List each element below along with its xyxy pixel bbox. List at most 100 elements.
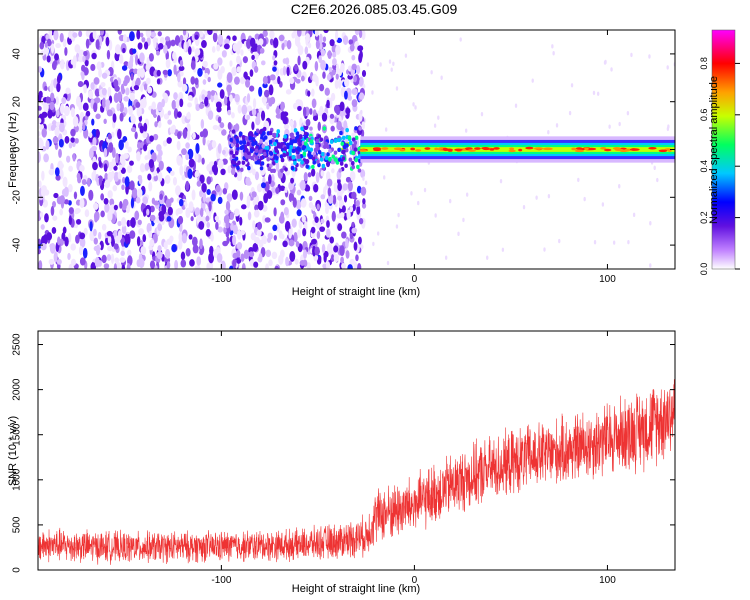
heatmap-cell (74, 209, 80, 215)
heatmap-cell (320, 48, 326, 57)
heatmap-cell (130, 217, 136, 229)
heatmap-cell (251, 142, 255, 147)
heatmap-cell (291, 155, 296, 160)
heatmap-cell (358, 236, 362, 245)
heatmap-cell (40, 50, 46, 56)
heatmap-cell (166, 238, 173, 245)
heatmap-cell (236, 258, 242, 264)
heatmap-cell (244, 136, 249, 141)
heatmap-cell (143, 83, 148, 91)
heatmap-cell (119, 257, 126, 263)
heatmap-cell (185, 142, 190, 149)
heatmap-cell (187, 46, 192, 55)
heatmap-cell (156, 50, 160, 56)
heatmap-cell (306, 146, 311, 151)
heatmap-cell (328, 156, 332, 162)
heatmap-cell (48, 258, 55, 265)
heatmap-cell (275, 187, 280, 195)
heatmap-cell (340, 256, 344, 264)
heatmap-cell (254, 204, 259, 211)
carrier-peak (442, 147, 448, 151)
heatmap-cell (329, 39, 335, 47)
heatmap-cell (320, 59, 327, 71)
heatmap-cell (223, 43, 230, 50)
heatmap-cell (143, 122, 148, 133)
heatmap-cell (212, 32, 218, 43)
heatmap-cell (351, 54, 356, 61)
heatmap-cell (144, 162, 150, 171)
heatmap-cell (111, 158, 116, 167)
heatmap-cell (302, 144, 307, 150)
heatmap-cell (351, 137, 356, 142)
heatmap-cell (92, 202, 99, 210)
heatmap-cell (68, 215, 72, 225)
heatmap-cell (90, 262, 97, 269)
heatmap-cell (353, 147, 358, 152)
heatmap-cell (38, 105, 42, 112)
heatmap-cell (74, 44, 81, 53)
heatmap-cell (273, 234, 277, 241)
heatmap-cell (223, 95, 228, 106)
heatmap-cell (169, 125, 176, 135)
heatmap-cell (547, 130, 550, 135)
heatmap-cell (315, 39, 320, 50)
heatmap-cell (70, 59, 75, 65)
heatmap-cell (225, 231, 230, 238)
heatmap-cell (138, 257, 145, 269)
heatmap-cell (38, 248, 42, 255)
heatmap-cell (146, 208, 150, 216)
heatmap-cell (265, 249, 272, 258)
heatmap-cell (302, 227, 307, 237)
heatmap-cell (120, 83, 125, 93)
heatmap-cell (362, 198, 366, 205)
heatmap-cell (289, 144, 294, 150)
heatmap-cell (176, 140, 181, 151)
heatmap-cell (359, 78, 364, 87)
heatmap-cell (104, 202, 110, 213)
heatmap-cell (311, 156, 316, 161)
heatmap-cell (344, 78, 350, 88)
colorbar: 0.0 0.2 0.4 0.6 0.8 Normalized spectral ampl… (699, 29, 740, 275)
heatmap-cell (349, 258, 355, 266)
heatmap-cell (311, 164, 315, 170)
heatmap-cell (118, 54, 124, 64)
heatmap-cell (319, 137, 324, 142)
heatmap-cell (182, 30, 187, 36)
heatmap-cell (364, 180, 368, 186)
heatmap-cell (91, 145, 98, 152)
heatmap-cell (148, 52, 154, 62)
colorbar-tick-label: 0.2 (699, 211, 709, 224)
heatmap-cell (153, 133, 159, 141)
heatmap-cell (332, 194, 337, 205)
heatmap-cell (338, 68, 342, 77)
heatmap-cell (237, 104, 242, 114)
heatmap-cell (38, 180, 42, 188)
heatmap-cell (293, 120, 297, 129)
heatmap-cell (90, 63, 96, 72)
heatmap-cell (314, 61, 319, 72)
heatmap-cell (236, 55, 241, 64)
heatmap-cell (41, 170, 45, 181)
heatmap-cell (354, 126, 358, 131)
heatmap-cell (299, 153, 304, 159)
heatmap-cell (68, 263, 73, 269)
heatmap-cell (191, 236, 198, 247)
heatmap-cell (232, 234, 237, 246)
heatmap-cell (84, 59, 89, 67)
heatmap-cell (201, 94, 206, 100)
heatmap-cell (134, 131, 138, 140)
heatmap-cell (449, 198, 452, 204)
heatmap-cell (147, 86, 153, 94)
heatmap-cell (279, 185, 286, 192)
heatmap-cell (308, 195, 313, 202)
spectrogram-heatmap (38, 30, 675, 269)
heatmap-cell (103, 198, 109, 205)
heatmap-cell (296, 30, 302, 37)
heatmap-cell (50, 43, 55, 54)
heatmap-cell (198, 103, 205, 109)
carrier-peak (619, 149, 628, 153)
heatmap-cell (124, 176, 130, 188)
heatmap-cell (229, 212, 235, 220)
heatmap-cell (72, 153, 76, 162)
heatmap-cell (206, 188, 211, 195)
